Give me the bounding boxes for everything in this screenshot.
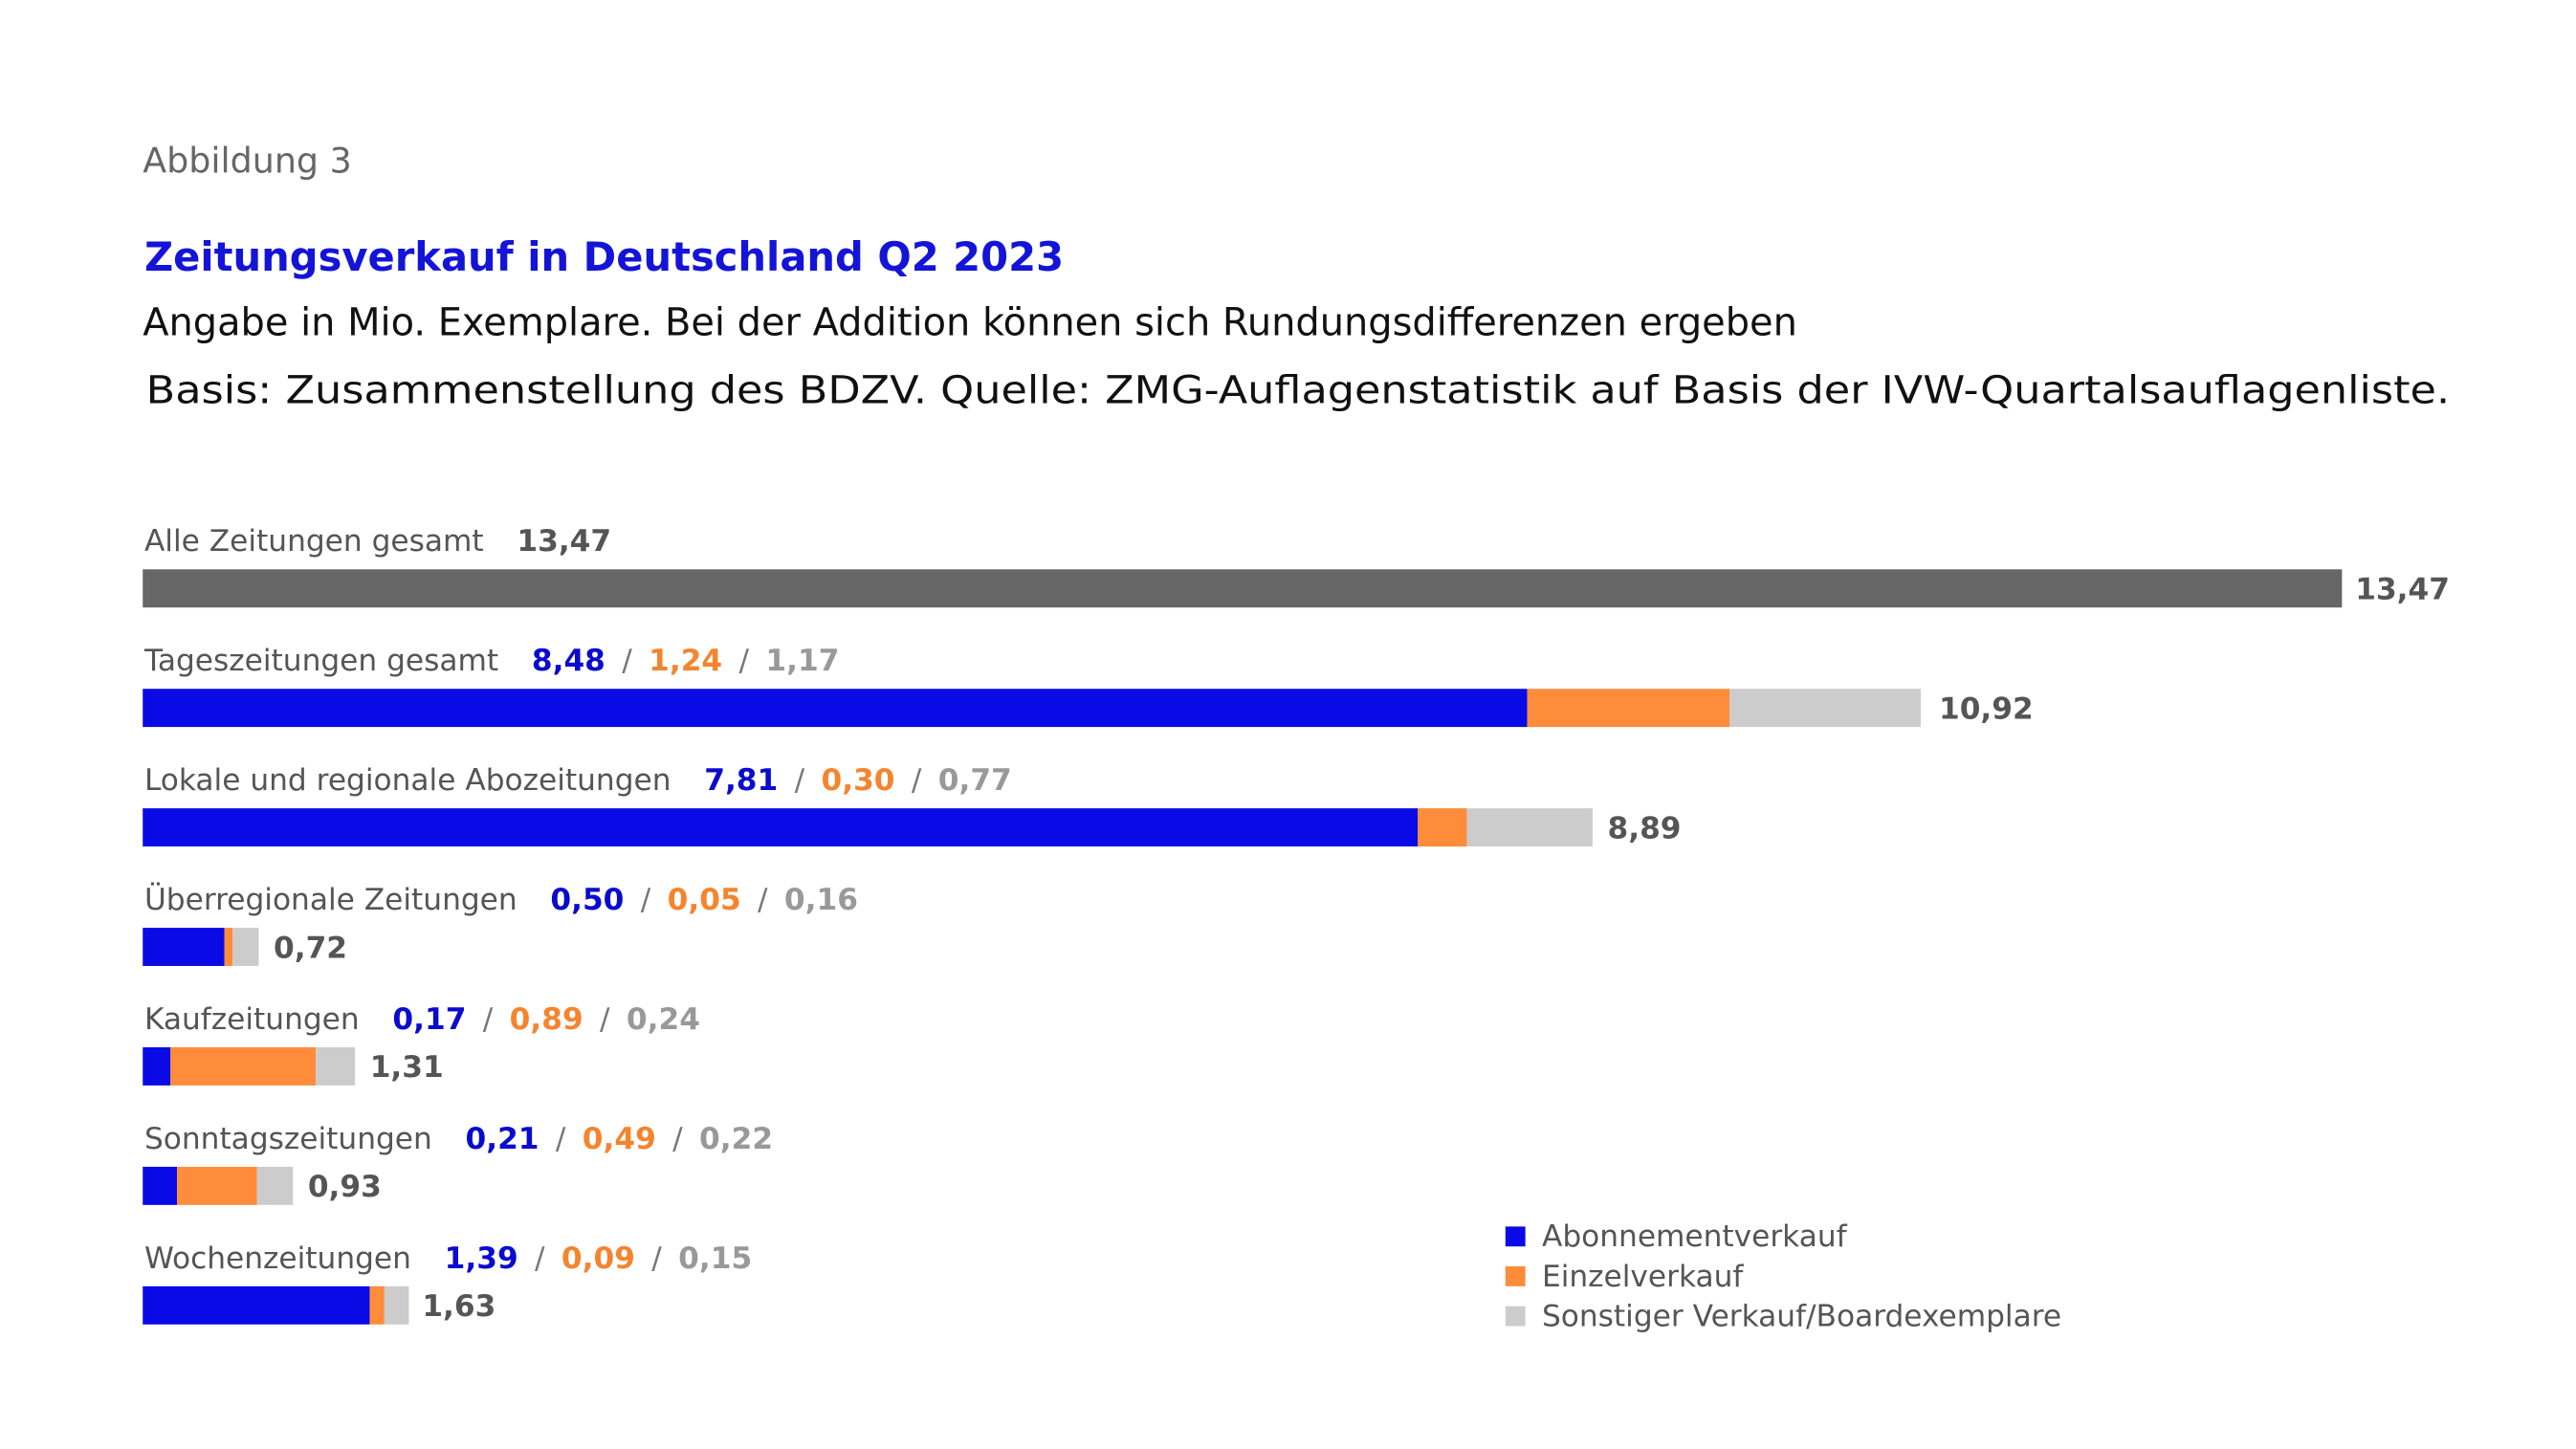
bar-segment — [177, 1166, 257, 1205]
bar-segment — [256, 1166, 294, 1205]
subtitle: Angabe in Mio. Exemplare. Bei der Additi… — [143, 301, 1797, 345]
bar-segment — [1729, 689, 1921, 728]
value-label: 0,05 — [668, 883, 741, 917]
chart-title: Zeitungsverkauf in Deutschland Q2 2023 — [144, 233, 1064, 280]
total-label: 8,89 — [1607, 811, 1681, 845]
legend-swatch — [1505, 1306, 1526, 1327]
total-label: 1,63 — [422, 1289, 495, 1324]
value-label: 0,50 — [550, 883, 624, 917]
legend-label: Sonstiger Verkauf/Boardexemplare — [1542, 1300, 2061, 1334]
legend-label: Einzelverkauf — [1542, 1260, 1744, 1294]
bar-segment — [143, 1166, 178, 1205]
row-header: Tageszeitungen gesamt 8,48 / 1,24 / 1,17 — [143, 644, 839, 678]
value-label: 1,39 — [445, 1241, 518, 1276]
value-label: 0,30 — [821, 763, 894, 798]
bar-segment — [232, 928, 259, 966]
bar-segment — [143, 1285, 370, 1325]
value-label: 0,24 — [627, 1002, 700, 1037]
value-label: 7,81 — [704, 763, 778, 798]
total-label: 13,47 — [2355, 572, 2450, 606]
legend-label: Abonnementverkauf — [1542, 1219, 1848, 1254]
value-label: 0,77 — [938, 763, 1012, 798]
total-label: 13,47 — [517, 524, 611, 559]
value-label: 0,16 — [784, 883, 858, 917]
value-label: 0,89 — [510, 1002, 583, 1037]
category-label: Lokale und regionale Abozeitungen — [144, 763, 672, 798]
separator: / — [739, 644, 750, 678]
legend-swatch — [1505, 1226, 1526, 1247]
separator: / — [758, 883, 768, 917]
row-header: Überregionale Zeitungen 0,50 / 0,05 / 0,16 — [144, 881, 858, 917]
value-label: 0,09 — [561, 1241, 635, 1276]
value-label: 0,15 — [678, 1241, 752, 1276]
value-label: 0,49 — [583, 1122, 656, 1156]
value-label: 8,48 — [532, 644, 605, 678]
separator: / — [651, 1241, 662, 1276]
value-label: 1,24 — [649, 644, 722, 678]
total-label: 0,72 — [274, 931, 347, 965]
value-label: 1,17 — [765, 644, 839, 678]
separator: / — [641, 883, 651, 917]
bar-segment — [1527, 689, 1730, 728]
bar-segment — [224, 928, 233, 966]
separator: / — [600, 1002, 610, 1037]
separator: / — [795, 763, 805, 798]
separator: / — [483, 1002, 494, 1037]
bar-segment — [316, 1046, 356, 1086]
bar-segment — [143, 808, 1419, 847]
bar-segment — [143, 928, 225, 966]
separator: / — [912, 763, 922, 798]
bar — [143, 569, 2343, 608]
category-label: Kaufzeitungen — [144, 1002, 360, 1037]
value-label: 0,22 — [699, 1122, 773, 1156]
source: Basis: Zusammenstellung des BDZV. Quelle… — [146, 369, 2450, 413]
bar-segment — [143, 1046, 171, 1086]
bar-segment — [170, 1046, 317, 1086]
row-header: Lokale und regionale Abozeitungen 7,81 / 0,… — [144, 763, 1012, 798]
category-label: Tageszeitungen gesamt — [143, 644, 498, 678]
separator: / — [622, 644, 632, 678]
bar-segment — [1418, 808, 1467, 847]
total-label: 10,92 — [1939, 692, 2034, 726]
category-label: Überregionale Zeitungen — [144, 881, 517, 917]
bar-segment — [1466, 808, 1593, 847]
row-header: Alle Zeitungen gesamt 13,47 — [144, 524, 611, 559]
total-label: 0,93 — [308, 1170, 382, 1204]
row-header: Kaufzeitungen 0,17 / 0,89 / 0,24 — [144, 1002, 700, 1037]
row-header: Sonntagszeitungen 0,21 / 0,49 / 0,22 — [144, 1122, 773, 1156]
category-label: Sonntagszeitungen — [144, 1122, 432, 1156]
bar-segment — [384, 1285, 409, 1325]
value-label: 0,17 — [392, 1002, 466, 1037]
category-label: Wochenzeitungen — [144, 1241, 411, 1276]
legend-swatch — [1505, 1266, 1526, 1286]
figure-label: Abbildung 3 — [143, 141, 352, 182]
separator: / — [556, 1122, 566, 1156]
bar-segment — [369, 1285, 385, 1325]
bar-segment — [143, 689, 1528, 728]
value-label: 0,21 — [466, 1122, 539, 1156]
row-header: Wochenzeitungen 1,39 / 0,09 / 0,15 — [144, 1241, 752, 1276]
total-label: 1,31 — [370, 1050, 444, 1085]
separator: / — [535, 1241, 545, 1276]
category-label: Alle Zeitungen gesamt — [144, 524, 484, 559]
separator: / — [672, 1122, 683, 1156]
